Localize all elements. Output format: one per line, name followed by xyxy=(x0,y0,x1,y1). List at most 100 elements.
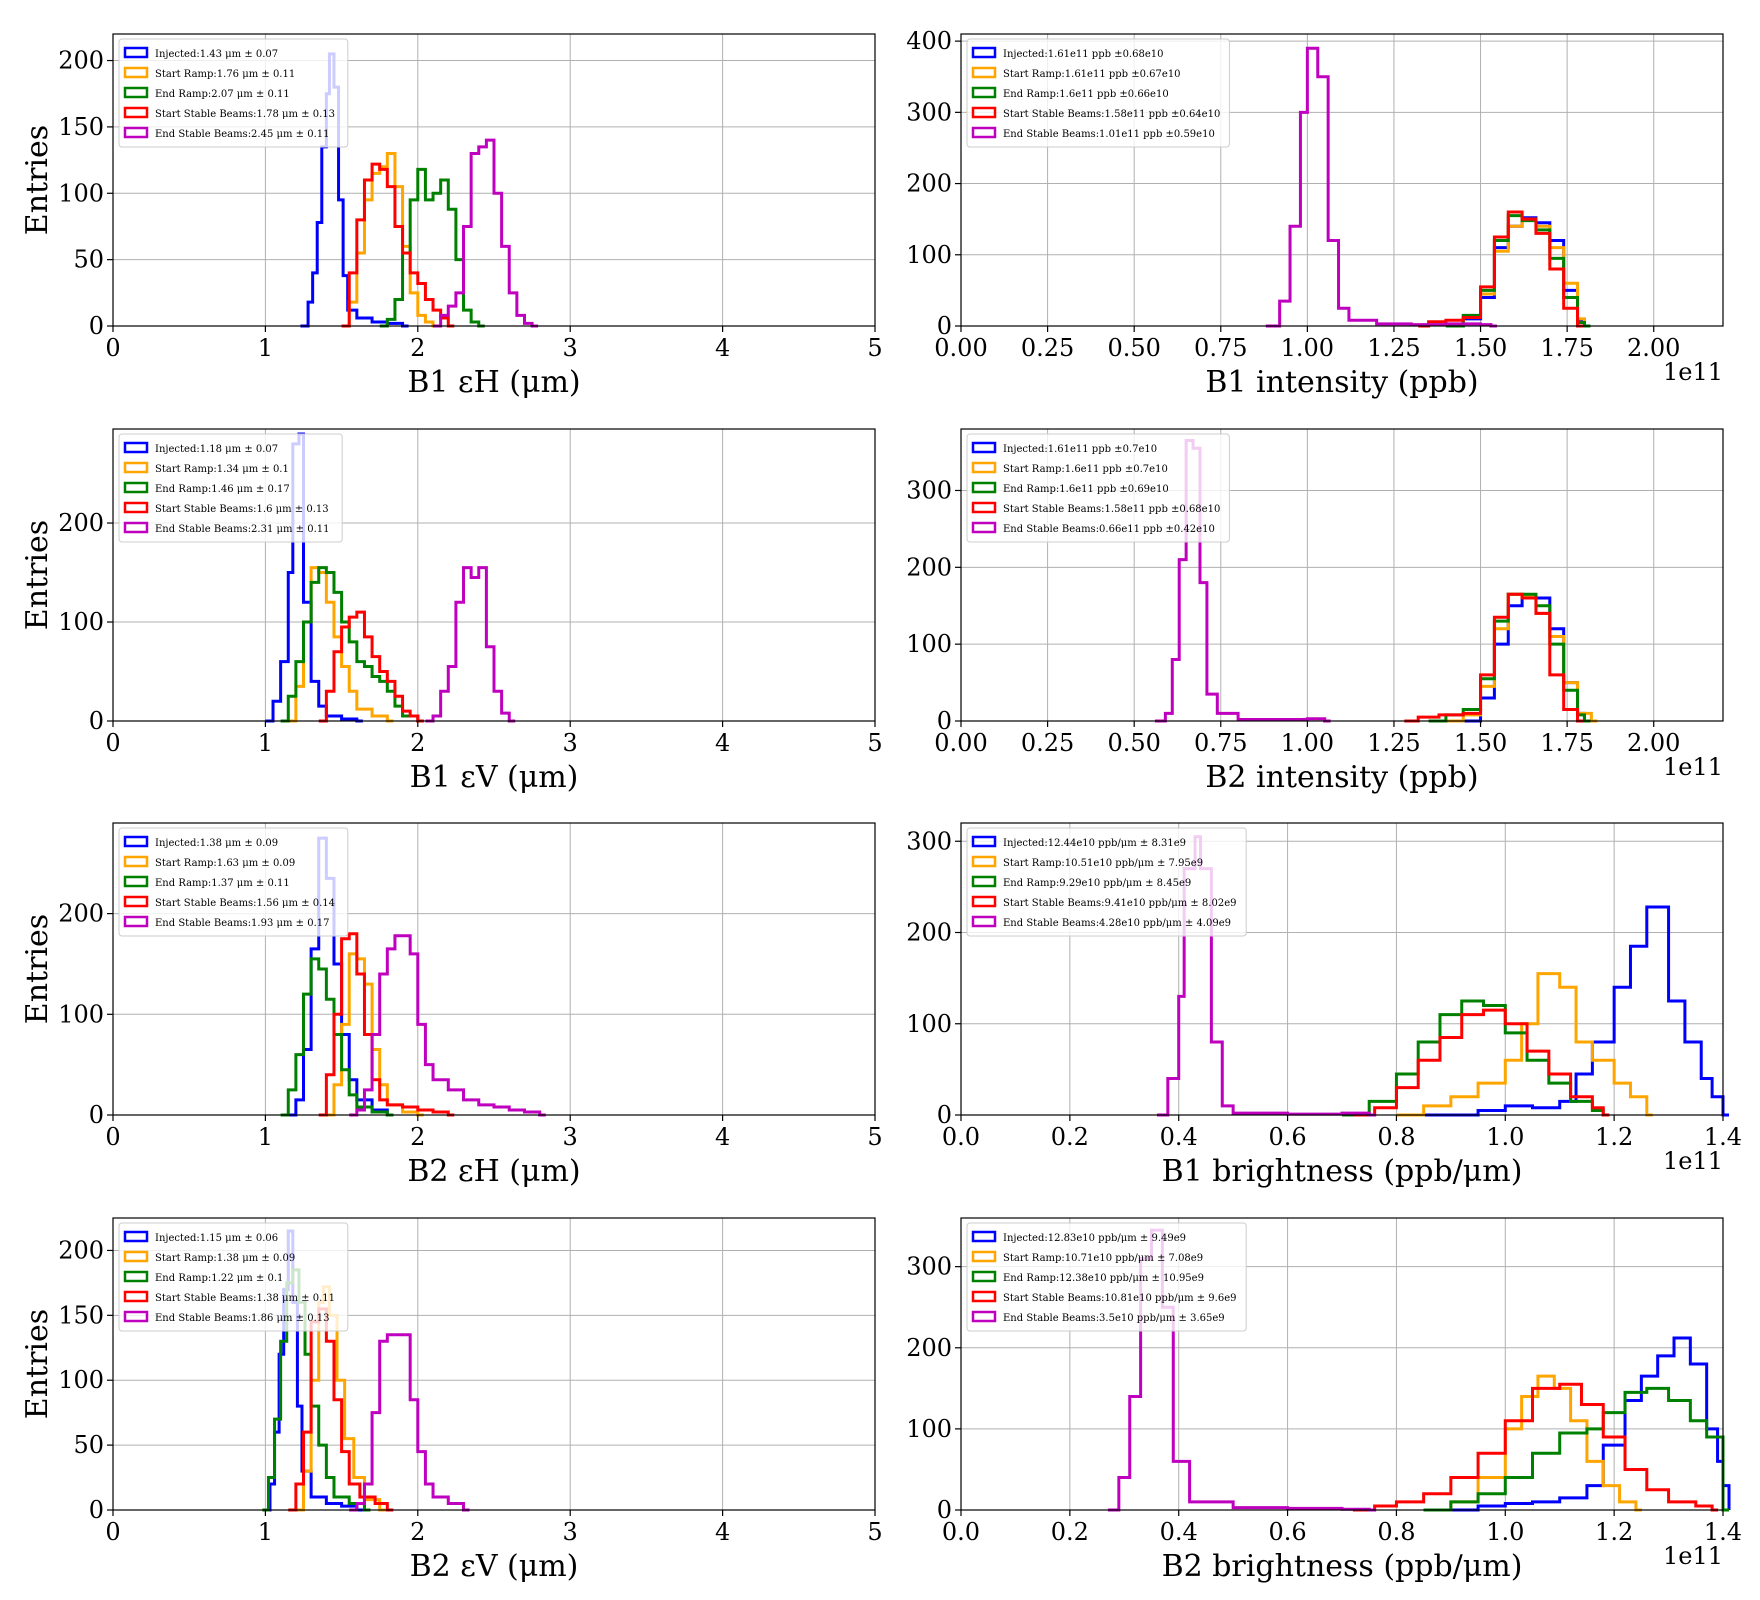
legend-entry: End Stable Beams:3.5e10 ppb/μm ± 3.65e9 xyxy=(1003,1313,1225,1324)
legend-swatch xyxy=(123,1310,149,1323)
legend-entry: Injected:12.44e10 ppb/μm ± 8.31e9 xyxy=(1003,838,1186,849)
axes-frame xyxy=(960,33,1724,327)
histogram-series-start-stable-beams xyxy=(341,162,455,328)
legend-swatch xyxy=(971,835,997,848)
x-tick-label: 0.75 xyxy=(1194,334,1247,362)
legend-swatch xyxy=(123,126,149,139)
histogram-series-end-ramp xyxy=(280,957,394,1117)
x-tick-label: 4 xyxy=(715,729,730,757)
legend-frame xyxy=(966,827,1247,937)
histogram-series-end-stable-beams xyxy=(349,1333,470,1512)
legend: Injected:1.61e11 ppb ±0.68e10 Start Ramp:… xyxy=(966,38,1230,148)
x-tick-label: 0.2 xyxy=(1051,1123,1089,1151)
x-tick-label: 5 xyxy=(867,334,882,362)
legend-swatch xyxy=(971,1230,997,1243)
legend-entry: Start Ramp:10.51e10 ppb/μm ± 7.95e9 xyxy=(1003,858,1203,869)
x-tick-label: 0.00 xyxy=(934,334,987,362)
axes-frame xyxy=(112,1217,876,1511)
y-tick-label: 0 xyxy=(937,312,952,340)
y-tick-label: 100 xyxy=(58,179,104,207)
x-tick-label: 0 xyxy=(105,729,120,757)
x-tick-label: 0.4 xyxy=(1160,1123,1198,1151)
legend: Injected:1.43 μm ± 0.07 Start Ramp:1.76 μ… xyxy=(118,38,349,148)
x-axis-label: B2 intensity (ppb) xyxy=(1205,760,1478,795)
legend-swatch xyxy=(123,66,149,79)
legend-entry: Start Stable Beams:1.6 μm ± 0.13 xyxy=(155,504,329,515)
legend-entry: Start Stable Beams:1.58e11 ppb ±0.68e10 xyxy=(1003,504,1220,515)
x-tick-label: 2 xyxy=(410,1518,425,1546)
y-axis-label: Entries xyxy=(20,914,55,1024)
y-tick-label: 200 xyxy=(906,1334,952,1362)
histogram-series-end-stable-beams xyxy=(425,566,516,723)
y-tick-label: 400 xyxy=(906,27,952,55)
histogram-series-end-ramp xyxy=(1342,999,1610,1117)
legend: Injected:12.83e10 ppb/μm ± 9.49e9 Start R… xyxy=(966,1222,1247,1332)
y-tick-label: 200 xyxy=(906,919,952,947)
x-tick-label: 0.8 xyxy=(1377,1518,1415,1546)
legend-swatch xyxy=(123,481,149,494)
legend: Injected:1.38 μm ± 0.09 Start Ramp:1.63 μ… xyxy=(118,827,349,937)
y-tick-label: 100 xyxy=(906,241,952,269)
y-tick-label: 150 xyxy=(58,113,104,141)
legend-entry: End Ramp:1.6e11 ppb ±0.69e10 xyxy=(1003,484,1169,495)
histogram-series-injected xyxy=(1445,216,1591,328)
x-tick-label: 0.4 xyxy=(1160,1518,1198,1546)
legend-entry: Injected:1.38 μm ± 0.09 xyxy=(155,838,278,849)
legend-frame xyxy=(118,1222,349,1332)
legend-swatch xyxy=(971,1290,997,1303)
legend-entry: Start Ramp:1.38 μm ± 0.09 xyxy=(155,1253,295,1264)
x-tick-label: 1.2 xyxy=(1595,1123,1633,1151)
legend-entry: Start Stable Beams:1.38 μm ± 0.11 xyxy=(155,1293,335,1304)
y-tick-label: 300 xyxy=(906,476,952,504)
histogram-series-start-stable-beams xyxy=(318,610,424,723)
axes-frame xyxy=(960,1217,1724,1511)
histogram-series-start-stable-beams xyxy=(1352,1008,1610,1117)
legend-swatch xyxy=(971,86,997,99)
histogram-series-start-ramp xyxy=(1445,217,1591,328)
legend-swatch xyxy=(123,855,149,868)
x-tick-label: 1 xyxy=(258,729,273,757)
y-tick-label: 50 xyxy=(73,246,104,274)
y-tick-label: 0 xyxy=(937,707,952,735)
y-tick-label: 100 xyxy=(58,1000,104,1028)
x-offset-label: 1e11 xyxy=(1663,1147,1723,1175)
legend-entry: End Ramp:1.6e11 ppb ±0.66e10 xyxy=(1003,89,1169,100)
x-tick-label: 1 xyxy=(258,1123,273,1151)
legend-entry: Start Stable Beams:1.58e11 ppb ±0.64e10 xyxy=(1003,109,1220,120)
legend-entry: Start Stable Beams:1.78 μm ± 0.13 xyxy=(155,109,335,120)
axes-frame xyxy=(112,428,876,722)
x-tick-label: 1.75 xyxy=(1540,729,1593,757)
legend-entry: End Ramp:1.22 μm ± 0.1 xyxy=(155,1273,283,1284)
x-tick-label: 2 xyxy=(410,1123,425,1151)
legend-entry: End Ramp:2.07 μm ± 0.11 xyxy=(155,89,290,100)
x-tick-label: 1.0 xyxy=(1486,1123,1524,1151)
histogram-series-injected xyxy=(1423,1336,1731,1512)
x-offset-label: 1e11 xyxy=(1663,358,1723,386)
y-tick-label: 0 xyxy=(89,1101,104,1129)
x-tick-label: 5 xyxy=(867,729,882,757)
panel-5: 0.0 0.2 0.4 0.6 0.8 1.0 1.2 1.4 0 100 200 300 B1 bri… xyxy=(906,822,1742,1189)
x-tick-label: 5 xyxy=(867,1123,882,1151)
x-tick-label: 4 xyxy=(715,334,730,362)
legend-frame xyxy=(118,827,349,937)
legend-frame xyxy=(118,433,343,543)
legend-swatch xyxy=(971,895,997,908)
histogram-series-end-stable-beams xyxy=(1265,46,1497,328)
legend-entry: Start Ramp:10.71e10 ppb/μm ± 7.08e9 xyxy=(1003,1253,1203,1264)
legend-swatch xyxy=(971,461,997,474)
x-tick-label: 1.2 xyxy=(1595,1518,1633,1546)
x-offset-label: 1e11 xyxy=(1663,1542,1723,1570)
legend-swatch xyxy=(123,1250,149,1263)
histogram-series-start-ramp xyxy=(1396,972,1653,1117)
histogram-series-end-stable-beams xyxy=(433,138,539,328)
x-tick-label: 1.4 xyxy=(1704,1518,1742,1546)
legend-entry: Start Ramp:1.63 μm ± 0.09 xyxy=(155,858,295,869)
x-tick-label: 1.25 xyxy=(1367,729,1420,757)
y-tick-label: 100 xyxy=(906,1415,952,1443)
x-axis-label: B2 εH (μm) xyxy=(407,1154,580,1189)
y-tick-label: 200 xyxy=(58,47,104,75)
x-tick-label: 2.00 xyxy=(1627,729,1680,757)
y-tick-label: 200 xyxy=(906,553,952,581)
